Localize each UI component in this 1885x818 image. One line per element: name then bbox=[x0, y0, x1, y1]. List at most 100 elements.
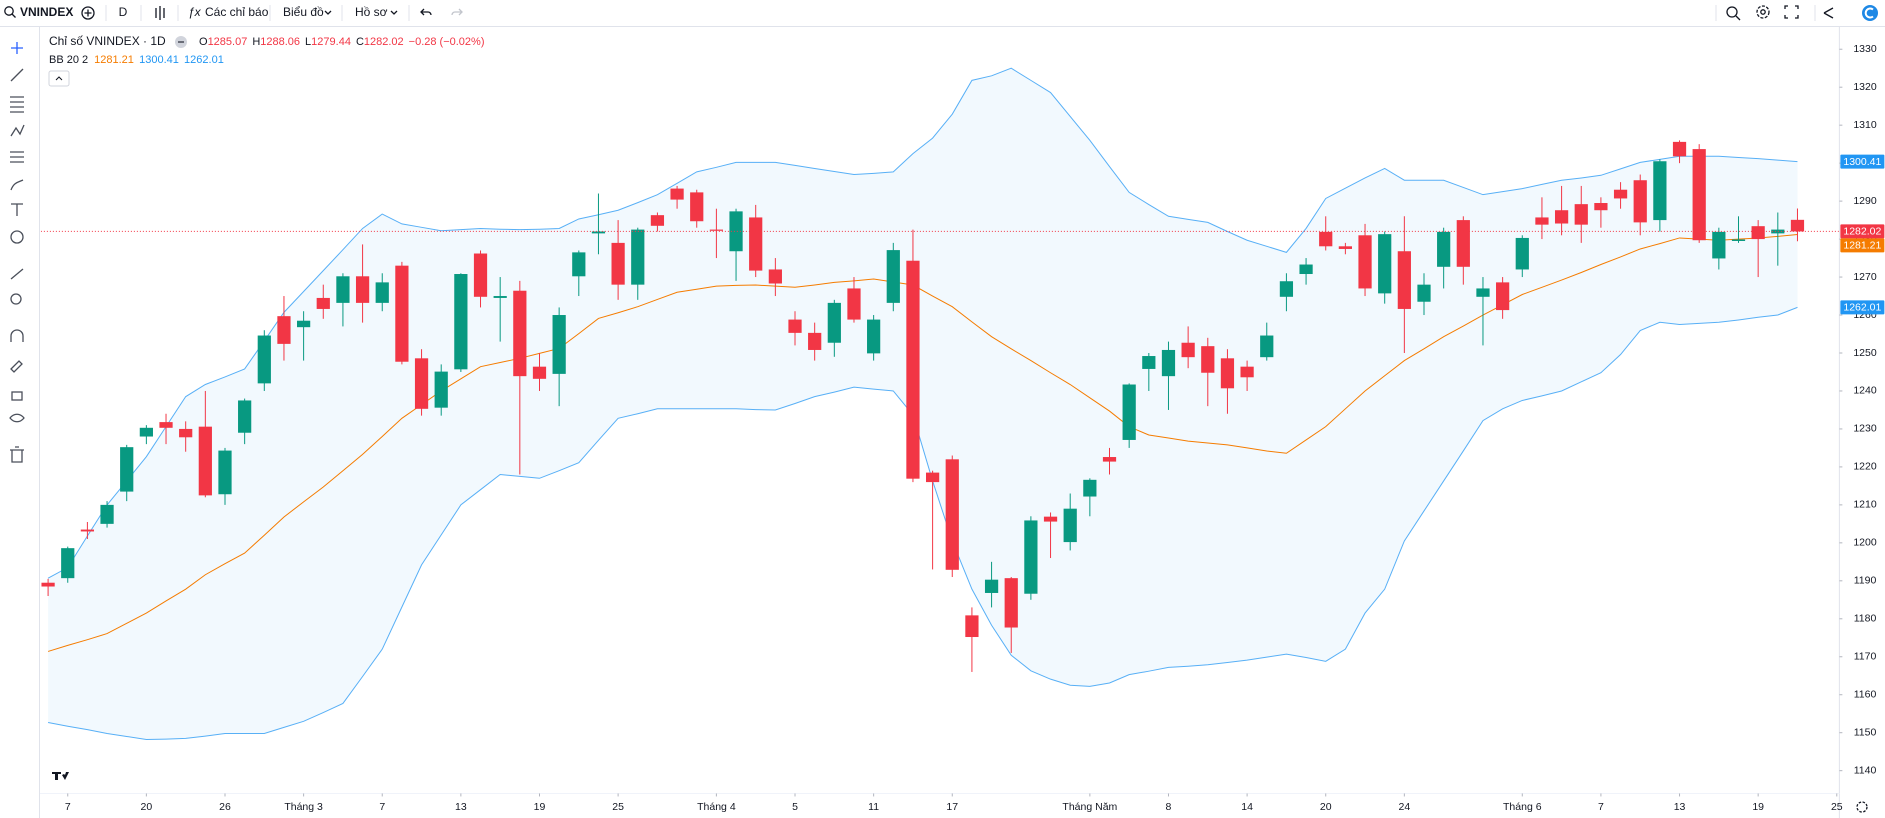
x-tick-label: 17 bbox=[946, 801, 958, 813]
x-tick-label: 19 bbox=[534, 801, 546, 813]
legend-ohlc-prefix: H bbox=[252, 36, 260, 48]
fullscreen-icon[interactable] bbox=[1784, 5, 1799, 19]
candle-body bbox=[965, 615, 979, 638]
candle-body bbox=[1338, 246, 1352, 249]
magnet-tool[interactable] bbox=[10, 329, 24, 342]
indicators-button[interactable]: Các chỉ báo bbox=[205, 5, 269, 19]
axis-settings-icon[interactable] bbox=[1856, 801, 1868, 813]
redo-icon[interactable] bbox=[451, 8, 463, 16]
crosshair-tool[interactable] bbox=[11, 42, 23, 54]
x-tick-label: 7 bbox=[65, 801, 71, 813]
candle-body bbox=[1122, 384, 1136, 440]
share-icon[interactable] bbox=[1823, 7, 1834, 19]
brush-tool[interactable] bbox=[10, 179, 24, 191]
x-tick-label: 24 bbox=[1399, 801, 1411, 813]
compare-icon[interactable] bbox=[81, 6, 95, 20]
candle-body bbox=[316, 297, 330, 309]
x-tick-label: Tháng 6 bbox=[1503, 801, 1542, 813]
delete-tool[interactable] bbox=[10, 446, 24, 463]
tv-logo-mark bbox=[52, 772, 69, 780]
candle-body bbox=[925, 472, 940, 483]
candle-body bbox=[1515, 237, 1529, 270]
price-tag-label: 1281.21 bbox=[1843, 240, 1881, 252]
candle-body bbox=[120, 447, 134, 492]
legend: Chỉ số VNINDEX · 1D O1285.07 H1288.06 L127… bbox=[48, 34, 485, 87]
text-tool[interactable] bbox=[11, 203, 23, 216]
plot-area: 1140 1150 1160 1170 1180 1190 1200 1210 1220 1230… bbox=[40, 27, 1885, 818]
x-tick-label: 13 bbox=[1674, 801, 1686, 813]
hide-tool[interactable] bbox=[9, 413, 25, 423]
candle-style-icon[interactable] bbox=[155, 6, 165, 20]
price-tag bbox=[1840, 238, 1885, 253]
candle-body bbox=[61, 548, 75, 579]
chart-menu[interactable]: Biểu đồ bbox=[283, 5, 324, 19]
draw-mode-tool[interactable] bbox=[10, 360, 23, 373]
symbol[interactable]: VNINDEX bbox=[20, 5, 73, 19]
y-tick-label: 1190 bbox=[1854, 575, 1877, 587]
candle-body bbox=[434, 371, 448, 408]
candle-body bbox=[1102, 457, 1117, 462]
candle-body bbox=[1083, 479, 1097, 497]
candle-body bbox=[788, 319, 802, 333]
left-toolbar bbox=[9, 27, 40, 818]
settings-icon[interactable] bbox=[1756, 5, 1770, 19]
candle-body bbox=[1260, 335, 1274, 358]
candle-body bbox=[1161, 349, 1176, 377]
search-icon[interactable] bbox=[4, 6, 14, 16]
x-tick-label: 26 bbox=[219, 801, 231, 813]
x-tick-label: Tháng 3 bbox=[284, 801, 323, 813]
zoom-tool[interactable] bbox=[10, 293, 22, 305]
y-tick-label: 1200 bbox=[1853, 537, 1877, 549]
fx-icon[interactable]: ƒx bbox=[188, 5, 202, 19]
y-tick-label: 1290 bbox=[1853, 195, 1877, 207]
candle-body bbox=[1692, 149, 1706, 241]
candle-body bbox=[1397, 251, 1411, 309]
candle-body bbox=[808, 332, 822, 350]
candle-body bbox=[591, 231, 606, 234]
lock-tool[interactable] bbox=[11, 391, 23, 401]
undo-icon[interactable] bbox=[420, 8, 432, 16]
candle-body bbox=[1712, 231, 1726, 259]
candle-body bbox=[257, 335, 271, 384]
candle-body bbox=[355, 276, 370, 303]
candle-body bbox=[139, 427, 153, 437]
y-tick-label: 1160 bbox=[1854, 689, 1877, 701]
legend-bb: BB 20 2 1281.21 1300.41 1262.01 bbox=[49, 54, 224, 66]
candle-body bbox=[611, 242, 625, 285]
zoom-icon-handle bbox=[1735, 15, 1741, 21]
candle-body bbox=[945, 459, 959, 570]
candle-body bbox=[867, 319, 881, 354]
y-tick-label: 1250 bbox=[1853, 347, 1877, 359]
projection-tool[interactable] bbox=[10, 151, 24, 163]
candle-body bbox=[1319, 231, 1333, 247]
logo-mark bbox=[1864, 7, 1874, 19]
candle-body bbox=[1220, 358, 1235, 389]
emoji-tool[interactable] bbox=[10, 230, 24, 244]
x-tick-label: 19 bbox=[1752, 801, 1764, 813]
profile-menu[interactable]: Hồ sơ bbox=[355, 5, 388, 19]
legend-ohlc-prefix: C bbox=[356, 36, 364, 48]
candle-body bbox=[729, 211, 743, 252]
collapse-button[interactable] bbox=[48, 70, 70, 87]
interval[interactable]: D bbox=[119, 5, 128, 19]
trendline-tool[interactable] bbox=[10, 68, 24, 82]
zoom-icon[interactable] bbox=[1726, 6, 1738, 18]
candle-body bbox=[1594, 203, 1608, 211]
x-tick-label: 7 bbox=[379, 801, 385, 813]
logo[interactable] bbox=[1862, 5, 1878, 21]
candle-body bbox=[100, 504, 114, 524]
y-tick-label: 1210 bbox=[1853, 499, 1877, 511]
y-tick-label: 1150 bbox=[1854, 726, 1877, 738]
legend-dot-mark bbox=[178, 41, 184, 43]
candle-body bbox=[1751, 226, 1765, 240]
candle-body bbox=[1554, 210, 1569, 224]
bb-lower-line bbox=[47, 306, 1798, 741]
candle-body bbox=[827, 302, 841, 343]
fib-tool[interactable] bbox=[10, 96, 24, 113]
price-tag-label: 1300.41 bbox=[1843, 156, 1881, 168]
measure-tool[interactable] bbox=[10, 268, 24, 280]
y-tick-label: 1180 bbox=[1854, 613, 1877, 625]
candle-body bbox=[1535, 217, 1549, 225]
candle-body bbox=[80, 529, 95, 532]
pattern-tool[interactable] bbox=[10, 124, 25, 137]
